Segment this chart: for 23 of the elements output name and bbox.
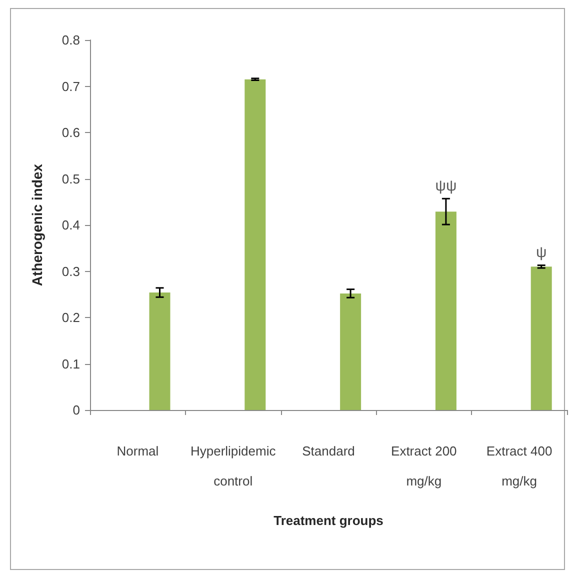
y-tick-label: 0.5 [62,171,80,186]
bar [149,292,170,410]
y-tick-label: 0.1 [62,356,80,372]
y-tick-label: 0.3 [62,264,80,279]
y-tick-label: 0.8 [62,32,80,48]
bar [435,212,456,410]
y-tick-label: 0.2 [62,310,80,325]
x-tick-label: Extract 400 mg/kg [486,444,552,488]
x-tick-label: Standard [302,444,355,458]
annotation: ψ [536,244,547,262]
y-tick-label: 0.4 [62,218,80,232]
bar [340,293,362,410]
x-tick-label: Hyperlipidemic control [190,444,276,488]
x-tick-label: Normal [116,444,159,458]
annotation: ψψ [435,178,457,195]
y-tick-label: 0.6 [62,125,80,140]
y-tick-label: 0 [72,402,80,418]
x-axis-title: Treatment groups [274,513,384,528]
bar [244,79,266,410]
y-tick-label: 0.7 [62,78,80,94]
bar [530,266,552,410]
y-axis-title: Atherogenic index [29,164,45,286]
x-tick-label: Extract 200 mg/kg [391,444,457,488]
